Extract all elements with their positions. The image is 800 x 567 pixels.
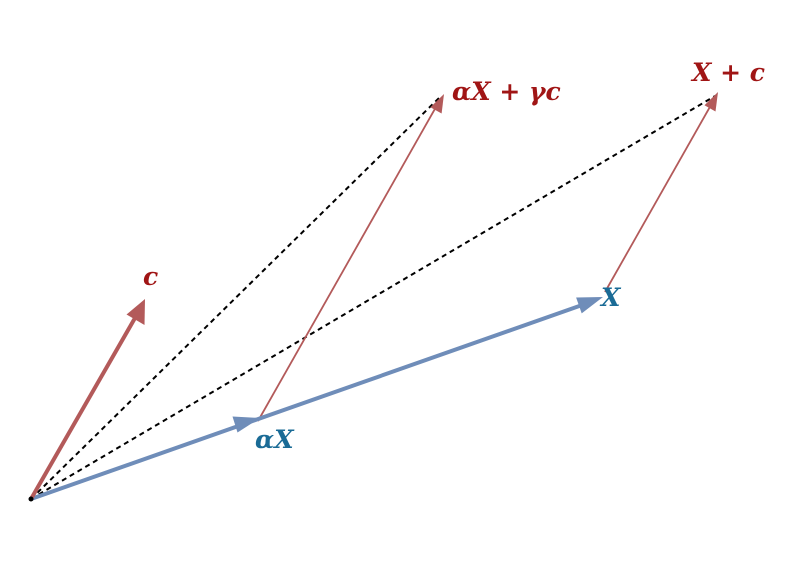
arrowhead-alphaX bbox=[232, 416, 260, 433]
origin-point bbox=[28, 496, 34, 502]
label-alphaX: αX bbox=[255, 425, 295, 454]
arrowhead-X bbox=[576, 297, 603, 314]
arrowhead-c bbox=[126, 299, 145, 325]
label-X-plus-c: X + c bbox=[690, 58, 765, 87]
label-X: X bbox=[599, 283, 622, 312]
dashed-line-to-alphaX-plus-gammac bbox=[30, 96, 441, 500]
c-vector-from-X bbox=[604, 104, 712, 293]
label-alphaX-plus-gammac: αX + γc bbox=[452, 77, 561, 106]
label-c: c bbox=[143, 262, 158, 291]
c-vector bbox=[29, 317, 137, 500]
c-vector-from-alphaX bbox=[257, 106, 437, 422]
arrowhead-alphaX-plus-gammac bbox=[430, 94, 444, 114]
dashed-line-to-X-plus-c bbox=[30, 95, 716, 500]
X-vector bbox=[30, 302, 586, 501]
arrowhead-X-plus-c bbox=[704, 92, 718, 112]
